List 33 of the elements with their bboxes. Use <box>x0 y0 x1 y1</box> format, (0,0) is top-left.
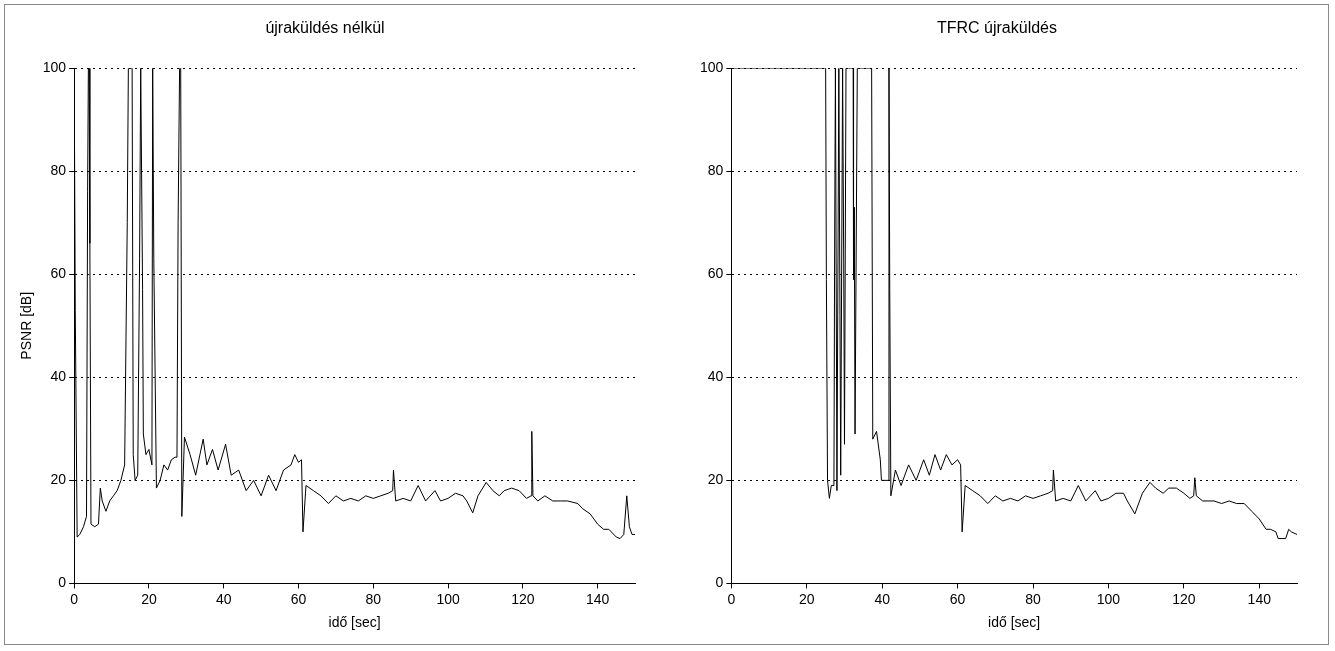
x-tick-label: 60 <box>949 590 966 607</box>
x-tick-label: 0 <box>70 590 79 607</box>
y-tick-label: 20 <box>707 471 724 488</box>
y-tick-label: 60 <box>50 265 67 282</box>
x-tick-label: 120 <box>1171 590 1196 607</box>
x-tick-label: 100 <box>436 590 460 607</box>
x-tick-label: 140 <box>585 590 610 607</box>
x-axis-title: idő [sec] <box>328 614 381 631</box>
x-tick-label: 20 <box>141 590 157 607</box>
x-tick-label: 60 <box>290 590 307 607</box>
y-tick-label: 0 <box>58 574 67 591</box>
y-tick-label: 80 <box>707 162 724 179</box>
chart-title: újraküldés nélkül <box>265 19 385 37</box>
x-tick-label: 80 <box>1024 590 1041 607</box>
x-tick-label: 80 <box>365 590 382 607</box>
x-tick-label: 100 <box>1096 590 1120 607</box>
x-tick-label: 140 <box>1247 590 1271 607</box>
y-tick-label: 40 <box>50 368 67 385</box>
y-tick-label: 40 <box>707 368 724 385</box>
x-tick-label: 20 <box>798 590 815 607</box>
y-tick-label: 20 <box>50 471 67 488</box>
y-tick-label: 80 <box>50 162 67 179</box>
x-tick-label: 40 <box>873 590 890 607</box>
x-tick-label: 40 <box>215 590 232 607</box>
y-tick-label: 60 <box>707 265 724 282</box>
x-tick-label: 120 <box>511 590 535 607</box>
y-tick-label: 100 <box>42 59 67 76</box>
x-axis-title: idő [sec] <box>987 614 1040 631</box>
x-tick-label: 0 <box>726 590 735 607</box>
y-tick-label: 100 <box>699 59 724 76</box>
y-tick-label: 0 <box>715 574 724 591</box>
y-axis-title: PSNR [dB] <box>18 291 35 360</box>
chart-title: TFRC újraküldés <box>936 19 1057 37</box>
